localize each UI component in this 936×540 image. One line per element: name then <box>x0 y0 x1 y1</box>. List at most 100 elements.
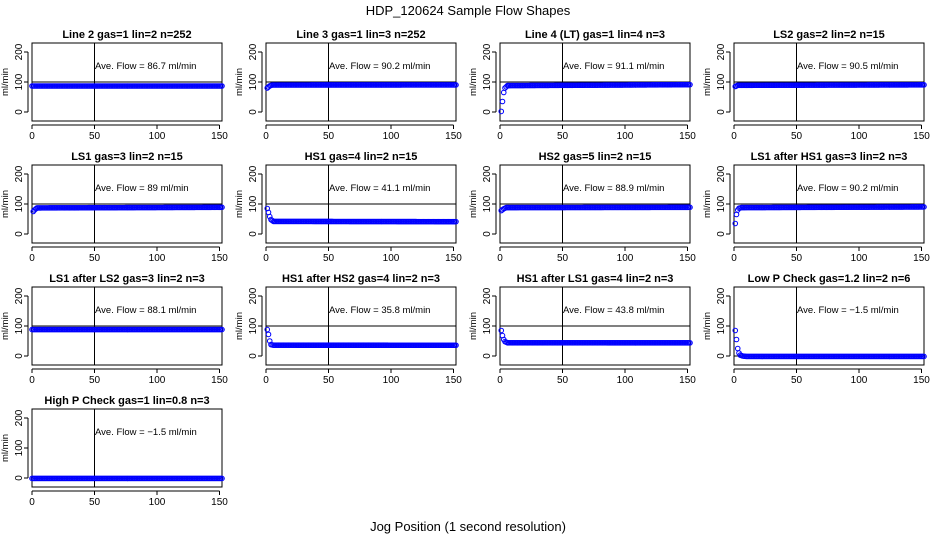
data-point <box>733 211 740 218</box>
average-flow-annotation: Ave. Flow = 35.8 ml/min <box>329 305 430 316</box>
x-axis: 0 50 100 150 <box>731 368 930 386</box>
subplot: LS1 after LS2 gas=3 lin=2 n=3 0 50 100 150 0 1… <box>0 273 228 386</box>
x-tick-label: 100 <box>617 131 634 142</box>
x-axis: 0 50 100 150 <box>263 124 462 142</box>
y-axis: 0 100 200 <box>248 165 263 237</box>
data-points <box>30 204 225 215</box>
subplot: High P Check gas=1 lin=0.8 n=30 50 100 1500… <box>0 395 228 508</box>
data-point <box>687 81 693 88</box>
data-point <box>732 327 739 334</box>
subplot: Low P Check gas=1.2 lin=2 n=6 0 50 100 150 0 1… <box>702 273 930 386</box>
y-tick-label: 100 <box>716 195 727 212</box>
x-axis: 0 50 100 150 <box>263 246 462 264</box>
y-axis-label: ml/min <box>702 68 713 96</box>
x-tick-label: 150 <box>913 253 930 264</box>
y-tick-label: 0 <box>716 353 727 359</box>
y-axis-label: ml/min <box>234 190 245 218</box>
x-tick-label: 150 <box>679 253 696 264</box>
x-tick-label: 50 <box>791 253 803 264</box>
average-flow-annotation: Ave. Flow = 86.7 ml/min <box>95 61 196 72</box>
x-tick-label: 100 <box>383 375 400 386</box>
y-tick-label: 100 <box>14 439 25 456</box>
y-tick-label: 100 <box>248 73 259 90</box>
data-point <box>734 345 741 352</box>
data-point <box>266 338 273 344</box>
y-axis-label: ml/min <box>468 190 479 218</box>
x-tick-label: 150 <box>211 131 228 142</box>
y-tick-label: 100 <box>248 317 259 334</box>
y-axis-label: ml/min <box>468 68 479 96</box>
average-flow-annotation: Ave. Flow = 90.2 ml/min <box>329 61 430 72</box>
data-point <box>453 342 459 349</box>
x-tick-label: 0 <box>497 253 503 264</box>
y-tick-label: 200 <box>14 43 25 60</box>
y-tick-label: 200 <box>248 165 259 182</box>
y-axis: 0 100 200 <box>14 409 29 481</box>
y-tick-label: 100 <box>482 73 493 90</box>
x-tick-label: 50 <box>89 375 101 386</box>
subplot: Line 4 (LT) gas=1 lin=4 n=3 0 50 100 150 0 100… <box>468 29 696 142</box>
y-tick-label: 100 <box>14 317 25 334</box>
plot-frame <box>31 408 223 488</box>
x-axis: 0 50 100 150 <box>263 368 462 386</box>
y-axis-label: ml/min <box>0 68 11 96</box>
x-axis: 0 50 100 150 <box>29 490 228 508</box>
y-axis-label: ml/min <box>702 312 713 340</box>
y-axis: 0 100 200 <box>482 43 497 115</box>
x-axis: 0 50 100 150 <box>731 124 930 142</box>
data-points <box>29 83 225 89</box>
x-axis: 0 50 100 150 <box>29 124 228 142</box>
y-axis: 0 100 200 <box>248 287 263 359</box>
average-flow-annotation: Ave. Flow = 43.8 ml/min <box>563 305 664 316</box>
figure-title: HDP_120624 Sample Flow Shapes <box>366 3 571 18</box>
y-tick-label: 100 <box>716 73 727 90</box>
y-axis-label: ml/min <box>0 190 11 218</box>
x-tick-label: 100 <box>383 253 400 264</box>
y-axis: 0 100 200 <box>14 43 29 115</box>
x-axis: 0 50 100 150 <box>497 246 696 264</box>
x-tick-label: 50 <box>323 131 335 142</box>
x-tick-label: 0 <box>731 253 737 264</box>
y-axis: 0 100 200 <box>482 287 497 359</box>
data-point <box>219 475 225 482</box>
y-tick-label: 200 <box>248 287 259 304</box>
x-tick-label: 50 <box>791 131 803 142</box>
subplot: Line 3 gas=1 lin=3 n=252 0 50 100 150 0 100 200… <box>234 29 462 142</box>
y-axis: 0 100 200 <box>14 165 29 237</box>
x-tick-label: 0 <box>497 375 503 386</box>
x-tick-label: 100 <box>149 253 166 264</box>
y-tick-label: 0 <box>482 231 493 237</box>
x-tick-label: 150 <box>445 253 462 264</box>
y-axis-label: ml/min <box>468 312 479 340</box>
x-tick-label: 100 <box>383 131 400 142</box>
subplot: Line 2 gas=1 lin=2 n=252 0 50 100 150 0 100 200… <box>0 29 228 142</box>
y-axis: 0 100 200 <box>716 287 731 359</box>
x-tick-label: 0 <box>29 253 35 264</box>
data-point <box>500 89 507 96</box>
x-tick-label: 100 <box>851 131 868 142</box>
average-flow-annotation: Ave. Flow = 90.2 ml/min <box>797 183 898 194</box>
y-tick-label: 200 <box>482 43 493 60</box>
y-tick-label: 100 <box>14 73 25 90</box>
x-tick-label: 0 <box>263 375 269 386</box>
x-tick-label: 50 <box>557 131 569 142</box>
x-axis: 0 50 100 150 <box>29 246 228 264</box>
data-point <box>498 108 505 115</box>
subplot-title: HS1 after HS2 gas=4 lin=2 n=3 <box>282 273 440 285</box>
x-tick-label: 0 <box>29 497 35 508</box>
x-tick-label: 0 <box>731 131 737 142</box>
data-point <box>265 331 272 338</box>
subplot: HS1 after LS1 gas=4 lin=2 n=3 0 50 100 150 0 1… <box>468 273 696 386</box>
y-axis: 0 100 200 <box>716 43 731 115</box>
subplot-title: Line 3 gas=1 lin=3 n=252 <box>296 29 425 41</box>
data-points <box>29 326 225 333</box>
subplot-title: Low P Check gas=1.2 lin=2 n=6 <box>748 273 911 285</box>
x-tick-label: 100 <box>149 497 166 508</box>
subplot-title: HS1 after LS1 gas=4 lin=2 n=3 <box>517 273 674 285</box>
subplot: LS2 gas=2 lin=2 n=15 0 50 100 150 0 100 200ml/m… <box>702 29 930 142</box>
data-points <box>264 205 459 225</box>
y-tick-label: 0 <box>248 109 259 115</box>
x-tick-label: 50 <box>557 253 569 264</box>
x-axis: 0 50 100 150 <box>497 368 696 386</box>
data-point <box>921 353 927 360</box>
